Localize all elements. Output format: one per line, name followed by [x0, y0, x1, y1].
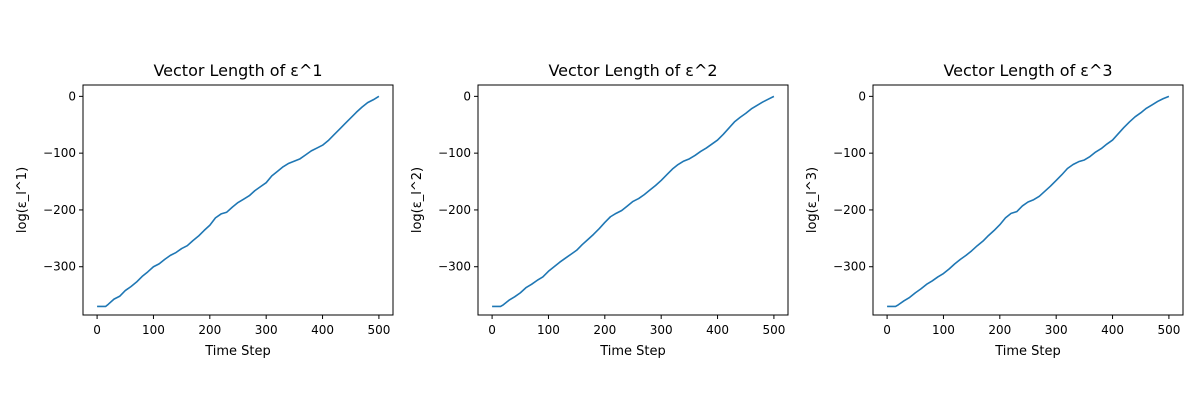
x-tick-label: 0	[488, 323, 496, 337]
y-tick-label: −300	[43, 260, 76, 274]
y-tick-label: −100	[43, 146, 76, 160]
y-axis-label: log(ε_l^2)	[410, 167, 425, 233]
x-tick-label: 500	[367, 323, 390, 337]
axes-frame	[872, 84, 1184, 316]
x-tick-label: 200	[593, 323, 616, 337]
axes-frame	[82, 84, 394, 316]
x-tick-label: 100	[932, 323, 955, 337]
chart-title: Vector Length of ε^2	[548, 61, 717, 80]
x-axis-label: Time Step	[204, 344, 271, 359]
x-axis-label: Time Step	[994, 344, 1061, 359]
axes-frame	[477, 84, 789, 316]
chart-title: Vector Length of ε^1	[153, 61, 322, 80]
x-tick-label: 200	[988, 323, 1011, 337]
y-tick-label: 0	[858, 89, 866, 103]
chart-panel-1: 0 100 200 300 400 500 0 −100 −200 −300 Vector Leng…	[15, 61, 394, 359]
x-tick-label: 0	[93, 323, 101, 337]
chart-title: Vector Length of ε^3	[943, 61, 1112, 80]
x-tick-label: 300	[255, 323, 278, 337]
y-axis-label: log(ε_l^3)	[805, 167, 820, 233]
chart-panel-2: 0 100 200 300 400 500 0 −100 −200 −300 Vector Leng…	[410, 61, 789, 359]
series-line-2-1	[492, 95, 775, 308]
x-tick-label: 300	[1045, 323, 1068, 337]
y-tick-label: 0	[463, 89, 471, 103]
y-axis-label: log(ε_l^1)	[15, 167, 30, 233]
x-tick-label: 400	[706, 323, 729, 337]
y-tick-label: −200	[833, 203, 866, 217]
y-tick-label: −200	[43, 203, 76, 217]
series-line-3-1	[887, 95, 1170, 308]
y-tick-label: −300	[833, 260, 866, 274]
y-tick-label: −100	[833, 146, 866, 160]
x-tick-label: 100	[537, 323, 560, 337]
y-tick-label: −100	[438, 146, 471, 160]
x-tick-label: 0	[883, 323, 891, 337]
y-tick-label: −300	[438, 260, 471, 274]
x-tick-label: 300	[650, 323, 673, 337]
x-tick-label: 400	[311, 323, 334, 337]
chart-panel-3: 0 100 200 300 400 500 0 −100 −200 −300 Vector Leng…	[805, 61, 1184, 359]
x-tick-label: 100	[142, 323, 165, 337]
series-line-1-1	[97, 95, 380, 308]
y-tick-label: 0	[68, 89, 76, 103]
x-tick-label: 500	[762, 323, 785, 337]
x-tick-label: 200	[198, 323, 221, 337]
y-tick-label: −200	[438, 203, 471, 217]
x-tick-label: 400	[1101, 323, 1124, 337]
x-axis-label: Time Step	[599, 344, 666, 359]
x-tick-label: 500	[1157, 323, 1180, 337]
